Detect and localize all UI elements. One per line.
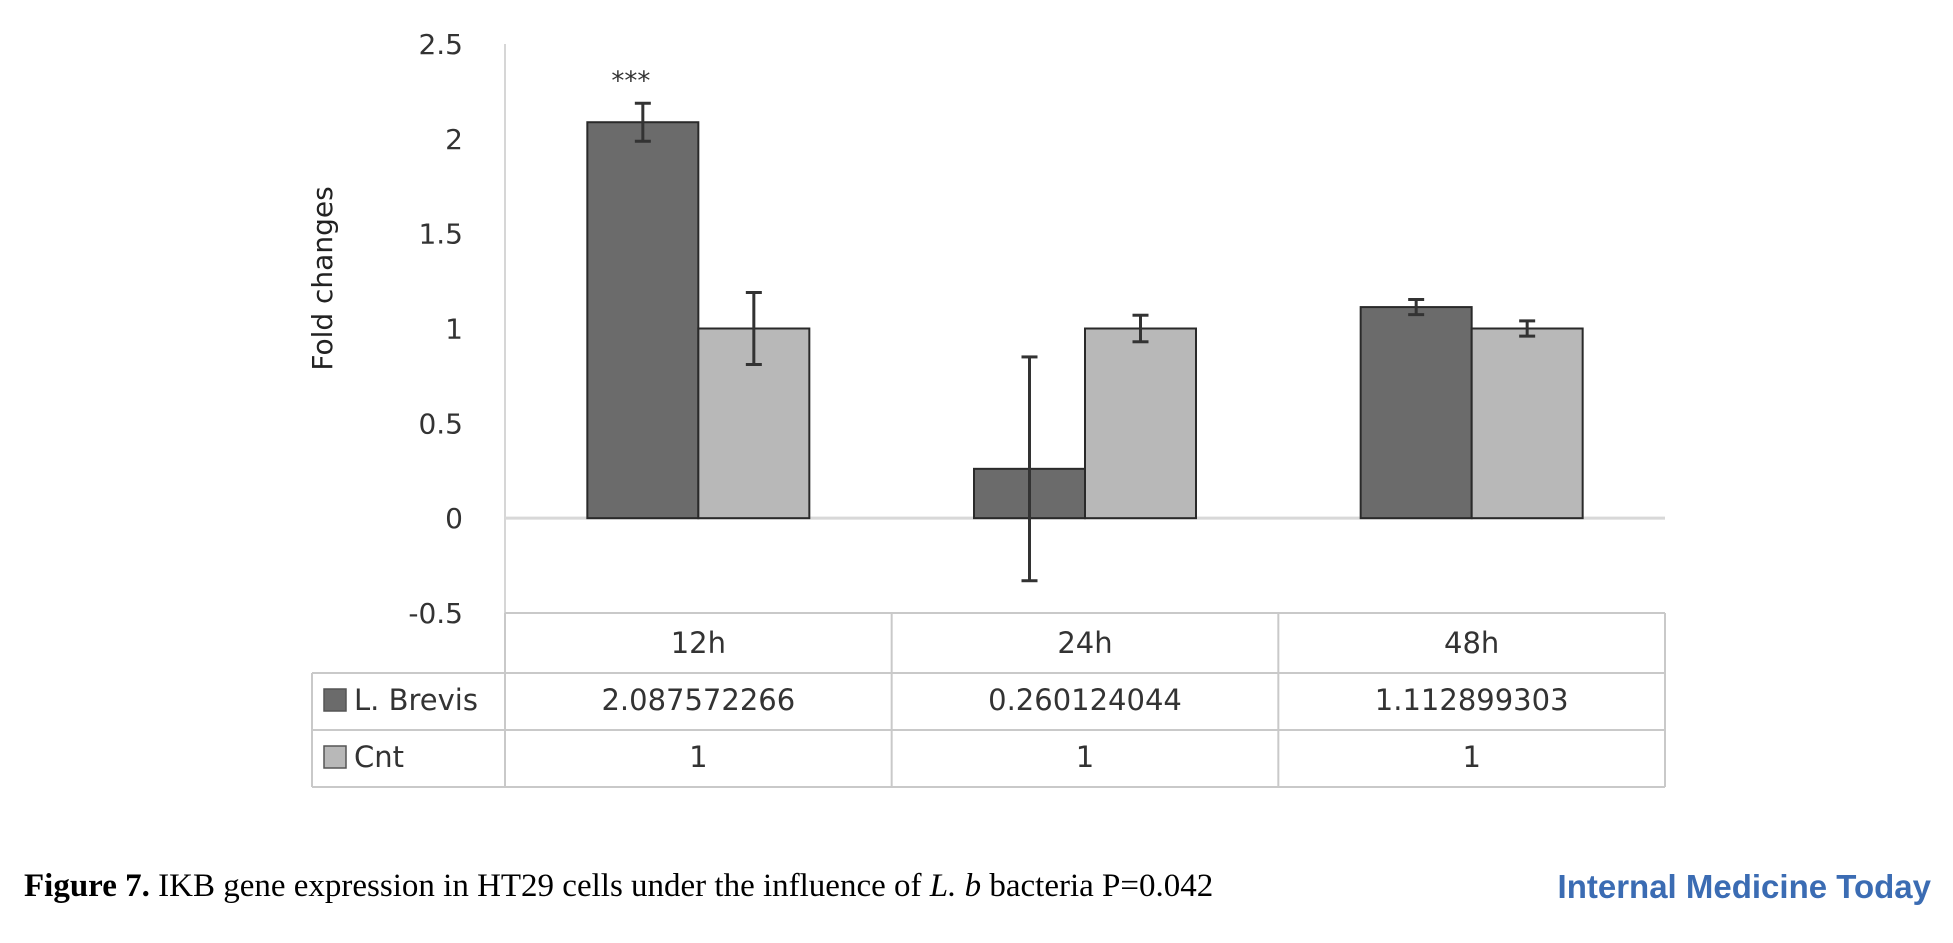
data-label: 0.260124044 (988, 683, 1182, 717)
data-label: 2.087572266 (601, 683, 795, 717)
legend-swatch (323, 688, 347, 712)
legend-label: L. Brevis (354, 683, 478, 717)
bar-chart: 2.5 2 1.5 1 0.5 0 -0.5 Fold changes *** 12h 24h 48h… (306, 28, 1666, 788)
x-tick-label: 48h (1444, 626, 1499, 660)
y-tick-label: 0 (445, 502, 463, 535)
x-tick-label: 24h (1057, 626, 1112, 660)
legend-label: Cnt (354, 740, 404, 774)
caption-label: Figure 7. (24, 868, 150, 904)
x-tick-label: 12h (671, 626, 726, 660)
data-label: 1 (689, 740, 707, 774)
y-axis-label: Fold changes (306, 186, 339, 370)
significance-marker: *** (611, 66, 650, 96)
y-tick-label: 0.5 (418, 407, 463, 440)
y-tick-label: 2 (445, 123, 463, 156)
data-label: 1.112899303 (1375, 683, 1569, 717)
bar-l-brevis-48h (1359, 306, 1473, 520)
data-label: 1 (1076, 740, 1094, 774)
bar-cnt-48h (1470, 327, 1584, 520)
y-tick-label: 2.5 (418, 28, 463, 61)
bar-l-brevis-12h (586, 121, 700, 520)
caption-text-after: bacteria P=0.042 (981, 868, 1214, 904)
legend-swatch (323, 745, 347, 769)
figure-caption: Figure 7. IKB gene expression in HT29 ce… (24, 868, 1213, 905)
y-tick-label: -0.5 (408, 597, 463, 630)
data-label: 1 (1462, 740, 1480, 774)
bar-cnt-24h (1084, 327, 1197, 520)
y-tick-label: 1.5 (418, 218, 463, 251)
y-tick-label: 1 (445, 313, 463, 346)
caption-text-before: IKB gene expression in HT29 cells under … (149, 868, 930, 904)
journal-name: Internal Medicine Today (1557, 868, 1931, 905)
caption-species: L. b (929, 868, 982, 904)
